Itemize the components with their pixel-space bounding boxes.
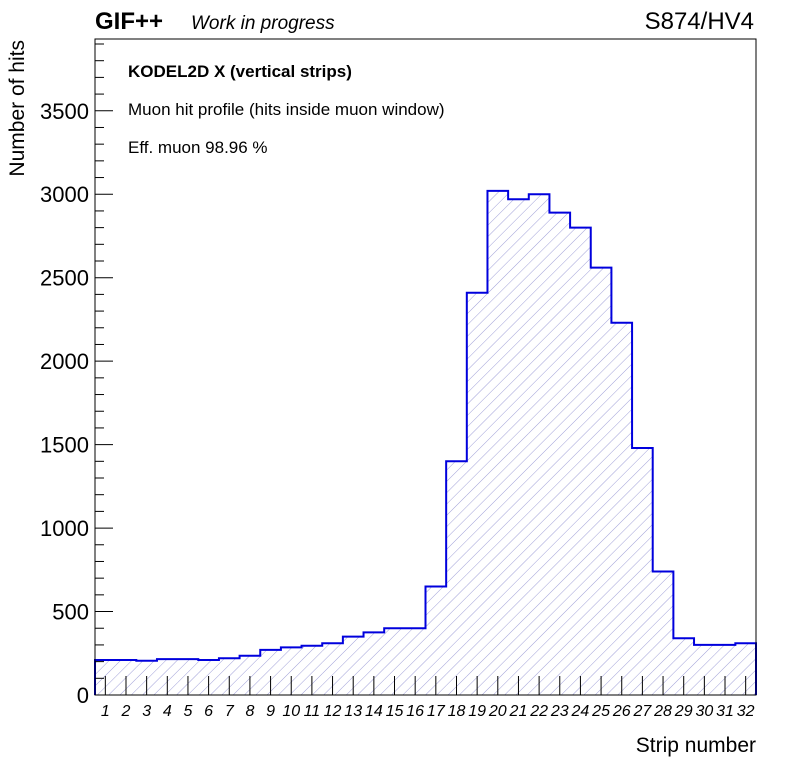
x-tick-label: 1: [101, 703, 110, 720]
x-tick-label: 18: [448, 703, 466, 720]
y-tick-label: 2000: [40, 349, 89, 374]
efficiency-label: Eff. muon 98.96 %: [128, 138, 268, 157]
x-tick-label: 29: [674, 703, 693, 720]
x-tick-label: 17: [427, 703, 446, 720]
histogram-bar-strip-20: [487, 190, 509, 695]
x-tick-label: 28: [653, 703, 672, 720]
y-tick-label: 3500: [40, 99, 89, 124]
x-tick-label: 9: [266, 703, 275, 720]
histogram-fill: [95, 190, 756, 696]
histogram-bar-strip-8: [239, 655, 261, 695]
histogram-bar-strip-15: [384, 628, 405, 695]
y-tick-label: 500: [52, 600, 89, 625]
histogram-bar-strip-19: [466, 292, 488, 695]
x-tick-label: 32: [737, 703, 755, 720]
x-tick-label: 13: [344, 703, 362, 720]
histogram-bar-strip-17: [425, 586, 447, 695]
histogram-bar-strip-24: [570, 227, 591, 696]
description-label: Muon hit profile (hits inside muon windo…: [128, 100, 445, 119]
x-tick-label: 16: [406, 703, 424, 720]
x-tick-label: 5: [184, 703, 193, 720]
y-tick-label: 1500: [40, 433, 89, 458]
y-axis-title: Number of hits: [6, 40, 29, 177]
histogram-bar-strip-16: [404, 628, 426, 695]
run-label: S874/HV4: [645, 8, 754, 35]
y-tick-label: 1000: [40, 516, 89, 541]
plot-frame: [94, 38, 757, 696]
histogram-bar-strip-10: [280, 647, 302, 695]
x-tick-label: 25: [591, 703, 610, 720]
x-tick-label: 31: [716, 703, 734, 720]
x-tick-label: 27: [632, 703, 652, 720]
histogram-bar-strip-9: [260, 649, 281, 695]
histogram-bar-strip-26: [611, 322, 633, 695]
histogram-line: [94, 189, 757, 695]
x-tick-label: 22: [529, 703, 548, 720]
histogram-bar-strip-23: [549, 212, 571, 695]
x-tick-label: 23: [550, 703, 569, 720]
y-axis-ticks: 0 500 1000 1500 2000 2500 3000 3500: [40, 43, 113, 708]
x-tick-label: 20: [488, 703, 507, 720]
x-tick-label: 24: [571, 703, 590, 720]
experiment-label: GIF++: [95, 8, 163, 35]
histogram-bar-strip-12: [322, 643, 343, 695]
histogram-bar-strip-22: [528, 194, 550, 696]
x-tick-label: 10: [282, 703, 300, 720]
x-tick-label: 19: [468, 703, 486, 720]
histogram-bar-strip-13: [342, 636, 364, 695]
x-tick-label: 14: [365, 703, 383, 720]
histogram-bar-strip-31: [714, 644, 736, 695]
x-tick-label: 4: [163, 703, 172, 720]
histogram-bar-strip-25: [590, 267, 612, 695]
histogram-bar-strip-32: [735, 643, 756, 695]
histogram-bar-strip-14: [363, 632, 385, 695]
histogram-bar-strip-28: [652, 571, 674, 695]
x-tick-label: 26: [612, 703, 631, 720]
x-tick-label: 11: [304, 703, 321, 720]
histogram-bar-strip-27: [632, 447, 653, 695]
x-tick-label: 3: [142, 703, 151, 720]
x-axis-ticks: 1 2 3 4 5 6 7 8 9 10 11 12 13 14 15 16 17 18 19 20 21 22 23 24 2…: [101, 676, 755, 720]
x-tick-label: 8: [245, 703, 254, 720]
histogram-bar-strip-30: [694, 644, 715, 695]
histogram-bar-strip-11: [301, 645, 323, 695]
histogram-bar-strip-21: [508, 199, 529, 696]
y-tick-label: 2500: [40, 266, 89, 291]
x-axis-title: Strip number: [636, 734, 756, 757]
x-tick-label: 6: [204, 703, 213, 720]
y-tick-label: 0: [77, 683, 89, 708]
status-label: Work in progress: [191, 13, 335, 34]
x-tick-label: 7: [225, 703, 235, 720]
x-tick-label: 12: [324, 703, 342, 720]
x-tick-label: 30: [695, 703, 713, 720]
x-tick-label: 21: [509, 703, 528, 720]
histogram-bar-strip-18: [446, 461, 467, 695]
y-tick-label: 3000: [40, 182, 89, 207]
histogram-bar-strip-29: [673, 638, 695, 695]
detector-label: KODEL2D X (vertical strips): [128, 62, 352, 81]
x-tick-label: 2: [121, 703, 131, 720]
x-tick-label: 15: [386, 703, 404, 720]
